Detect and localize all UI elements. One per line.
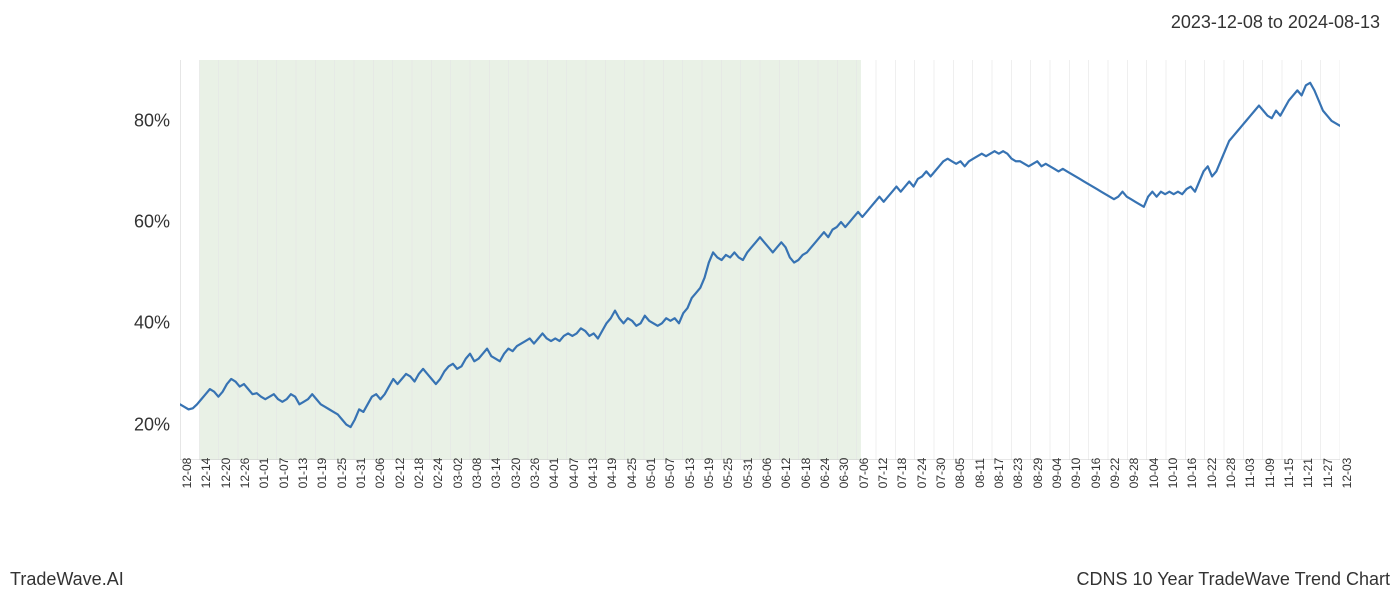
x-tick-label: 04-19 [605,458,619,489]
x-tick-label: 09-28 [1127,458,1141,489]
x-tick-label: 11-27 [1321,458,1335,488]
x-tick-label: 12-08 [180,458,194,489]
x-tick-label: 06-30 [837,458,851,489]
x-tick-label: 06-06 [760,458,774,489]
x-tick-label: 09-16 [1089,458,1103,489]
x-tick-label: 08-11 [973,458,987,488]
x-tick-label: 01-31 [354,458,368,489]
x-tick-label: 07-06 [857,458,871,489]
x-tick-label: 01-13 [296,458,310,489]
x-tick-label: 06-24 [818,458,832,489]
x-tick-label: 12-14 [199,458,213,489]
x-tick-label: 05-07 [663,458,677,489]
y-tick-label: 80% [134,110,170,131]
y-tick-label: 20% [134,414,170,435]
x-tick-label: 04-13 [586,458,600,489]
x-tick-label: 11-15 [1282,458,1296,488]
x-tick-label: 04-07 [567,458,581,489]
x-tick-label: 08-29 [1031,458,1045,489]
x-tick-label: 11-21 [1301,458,1315,488]
x-tick-label: 03-08 [470,458,484,489]
x-tick-label: 02-18 [412,458,426,489]
x-tick-label: 08-23 [1011,458,1025,489]
footer-title: CDNS 10 Year TradeWave Trend Chart [1077,569,1391,590]
x-tick-label: 05-25 [721,458,735,489]
x-tick-label: 07-24 [915,458,929,489]
chart-svg [180,60,1340,460]
x-tick-label: 05-01 [644,458,658,489]
x-tick-label: 10-28 [1224,458,1238,489]
x-tick-label: 08-05 [953,458,967,489]
footer-brand: TradeWave.AI [10,569,124,590]
x-tick-label: 11-03 [1243,458,1257,488]
x-tick-label: 02-24 [431,458,445,489]
x-tick-label: 12-03 [1340,458,1354,489]
x-tick-label: 07-18 [895,458,909,489]
x-tick-label: 07-30 [934,458,948,489]
x-tick-label: 10-22 [1205,458,1219,489]
x-tick-label: 04-25 [625,458,639,489]
x-tick-label: 09-04 [1050,458,1064,489]
x-tick-label: 10-16 [1185,458,1199,489]
x-tick-label: 09-10 [1069,458,1083,489]
x-tick-label: 01-01 [257,458,271,489]
x-tick-label: 04-01 [547,458,561,489]
x-tick-label: 11-09 [1263,458,1277,488]
x-tick-label: 03-20 [509,458,523,489]
x-tick-label: 09-22 [1108,458,1122,489]
x-tick-label: 06-18 [799,458,813,489]
x-tick-label: 12-20 [219,458,233,489]
chart-plot-area [180,60,1340,460]
x-tick-label: 03-26 [528,458,542,489]
x-tick-label: 03-02 [451,458,465,489]
x-tick-label: 03-14 [489,458,503,489]
x-tick-label: 02-12 [393,458,407,489]
x-tick-label: 06-12 [779,458,793,489]
x-tick-label: 01-19 [315,458,329,489]
x-tick-label: 01-25 [335,458,349,489]
x-tick-label: 05-19 [702,458,716,489]
x-tick-label: 10-10 [1166,458,1180,489]
x-tick-label: 05-31 [741,458,755,489]
x-tick-label: 01-07 [277,458,291,489]
y-axis: 20% 40% 60% 80% [0,60,175,460]
x-tick-label: 12-26 [238,458,252,489]
x-tick-label: 07-12 [876,458,890,489]
x-tick-label: 02-06 [373,458,387,489]
y-tick-label: 60% [134,212,170,233]
x-tick-label: 05-13 [683,458,697,489]
x-axis: 12-0812-1412-2012-2601-0101-0701-1301-19… [180,465,1340,565]
y-tick-label: 40% [134,313,170,334]
x-tick-label: 10-04 [1147,458,1161,489]
chart-container: 2023-12-08 to 2024-08-13 20% 40% 60% 80% 12… [0,0,1400,600]
x-tick-label: 08-17 [992,458,1006,489]
date-range-label: 2023-12-08 to 2024-08-13 [1171,12,1380,33]
